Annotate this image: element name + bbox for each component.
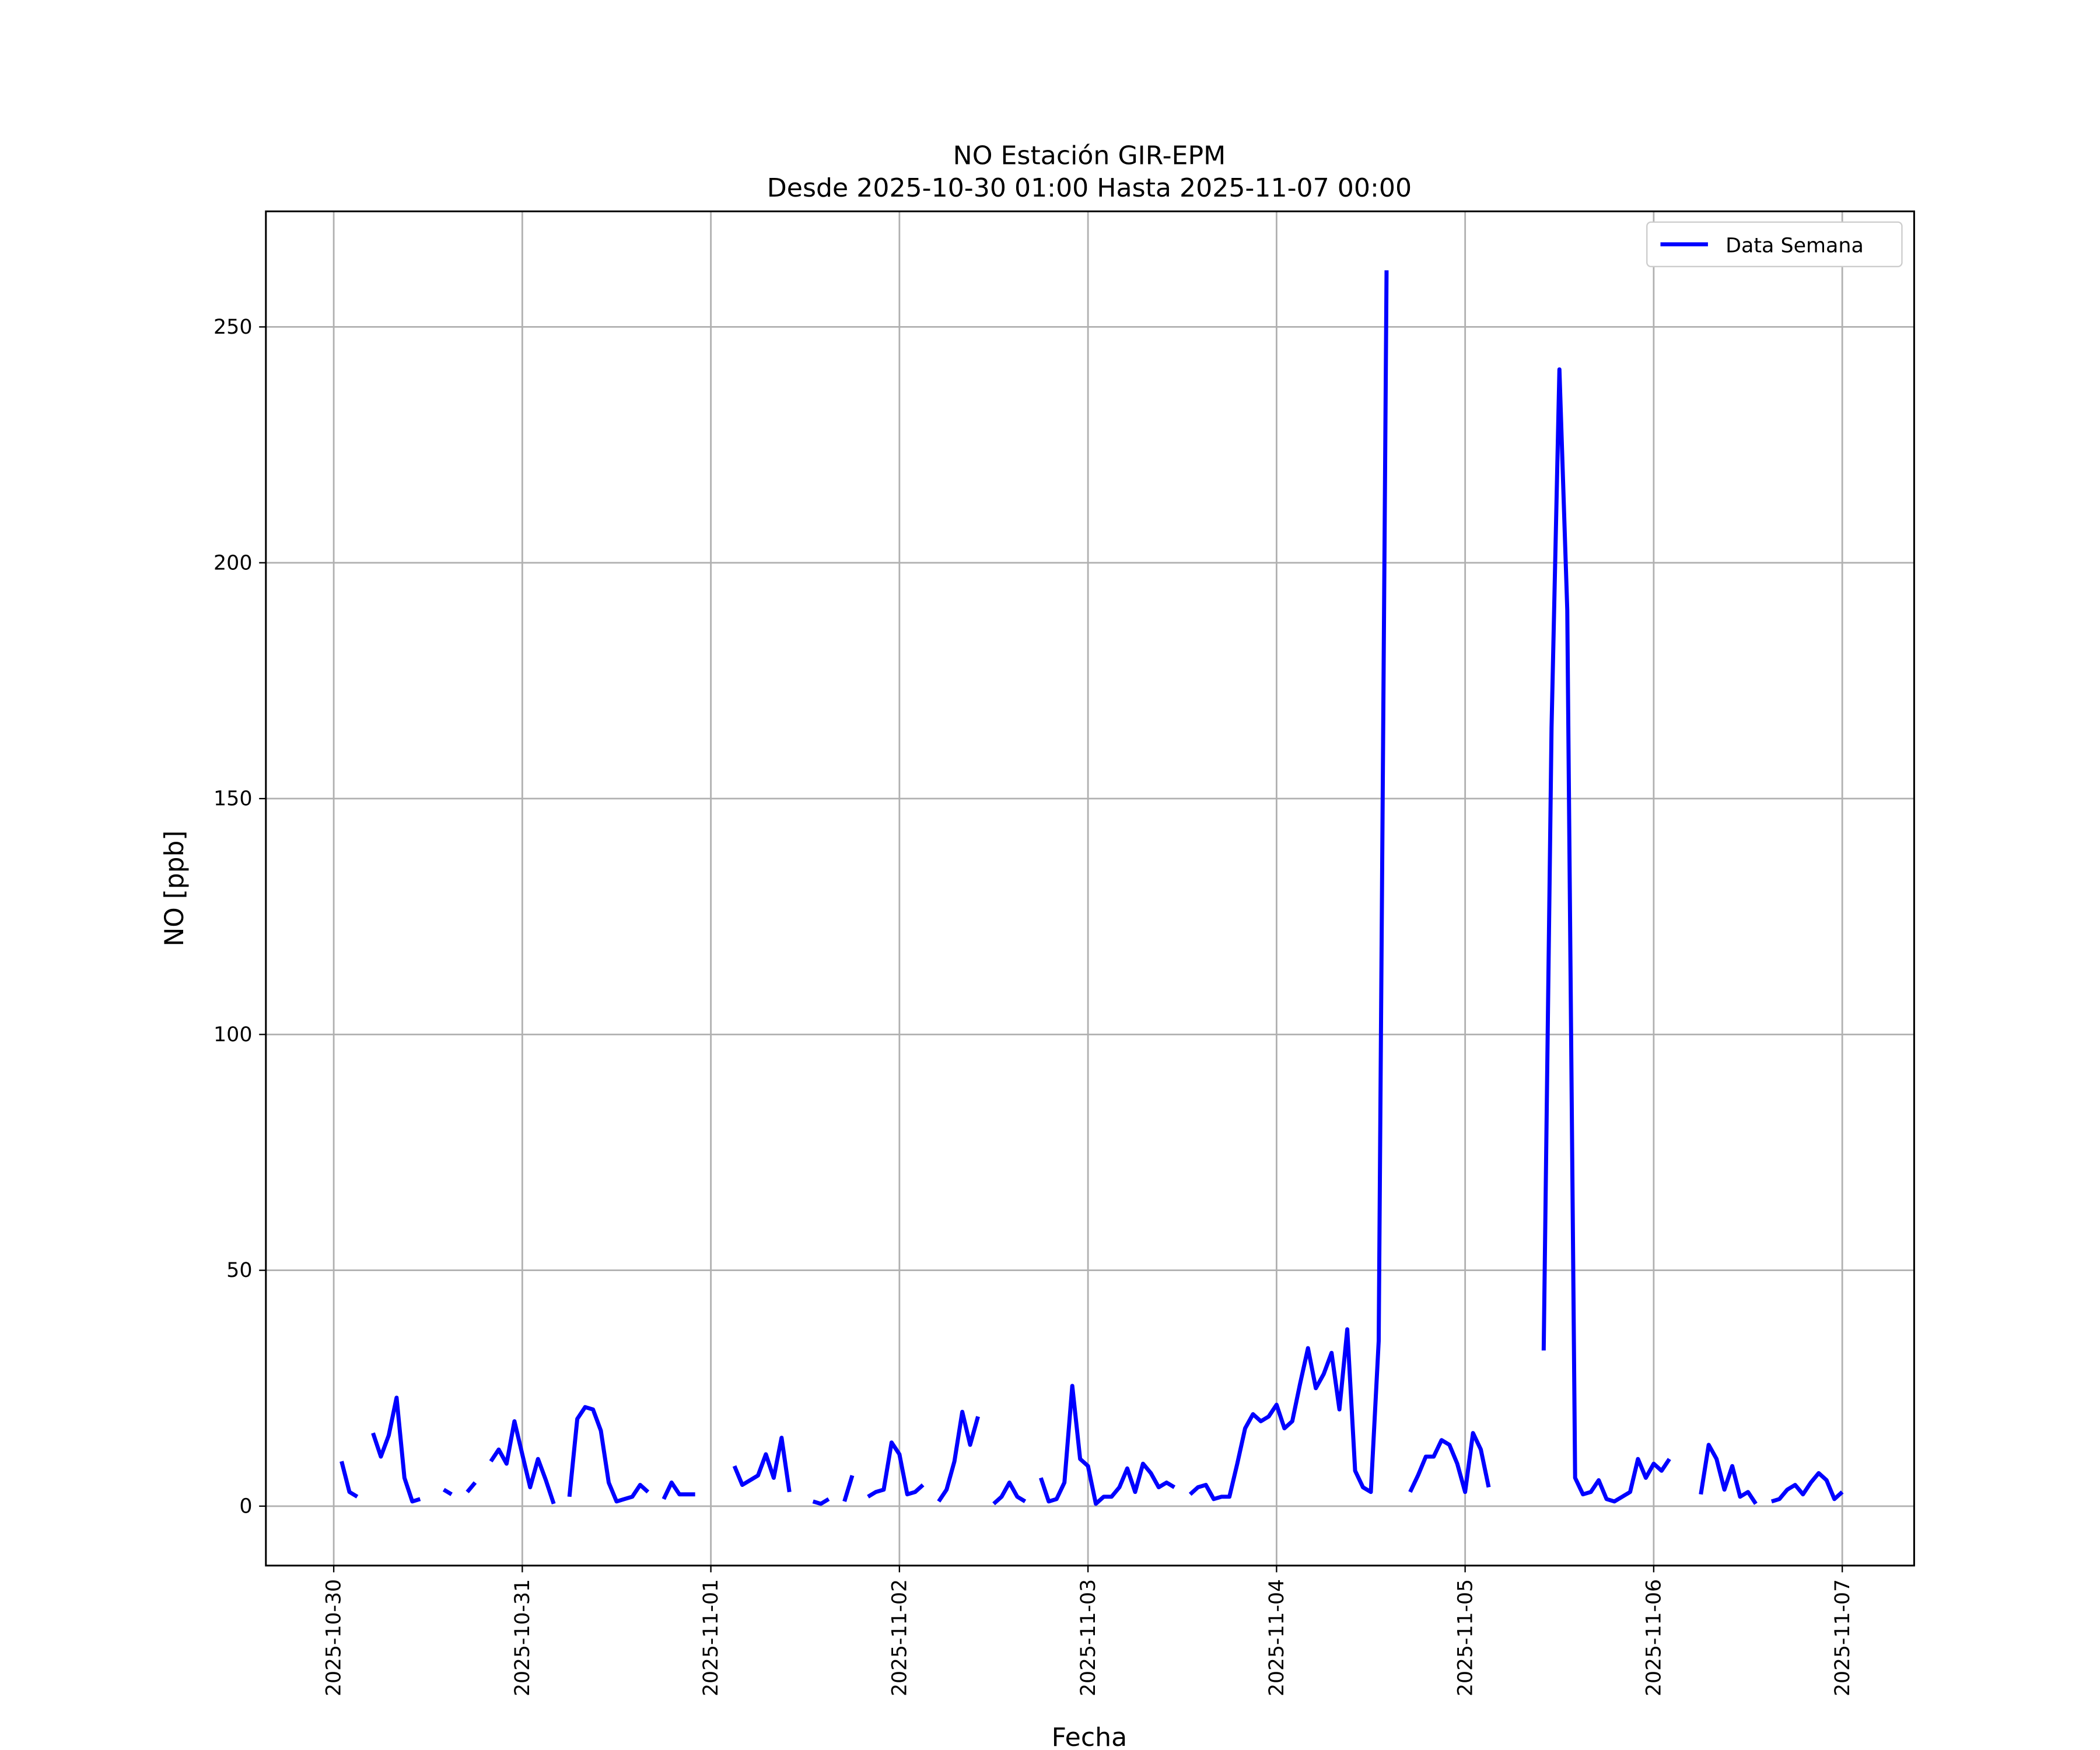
y-tick-label: 250 (214, 316, 253, 339)
y-axis-label: NO [ppb] (160, 831, 190, 947)
y-tick-label: 100 (214, 1023, 253, 1046)
chart-subtitle: Desde 2025-10-30 01:00 Hasta 2025-11-07 … (767, 173, 1412, 203)
x-tick-label: 2025-11-06 (1642, 1579, 1665, 1696)
x-tick-label: 2025-10-30 (323, 1579, 346, 1696)
legend-label: Data Semana (1726, 235, 1864, 258)
x-tick-label: 2025-11-05 (1454, 1579, 1477, 1696)
y-tick-label: 50 (226, 1259, 252, 1282)
x-tick-label: 2025-11-03 (1077, 1579, 1100, 1696)
y-tick-label: 200 (214, 551, 253, 575)
y-tick-label: 0 (239, 1495, 252, 1518)
legend-box (1646, 221, 1903, 268)
x-tick-label: 2025-10-31 (511, 1579, 534, 1696)
chart-title: NO Estación GIR-EPM (953, 141, 1226, 171)
x-tick-label: 2025-11-04 (1265, 1579, 1289, 1696)
x-tick-label: 2025-11-02 (888, 1579, 911, 1696)
y-tick-label: 150 (214, 788, 253, 811)
x-tick-label: 2025-11-01 (699, 1579, 723, 1696)
x-axis-label: Fecha (1052, 1723, 1128, 1750)
plot-frame (265, 210, 1915, 1567)
data-line (340, 270, 1844, 1506)
x-tick-label: 2025-11-07 (1831, 1579, 1854, 1696)
